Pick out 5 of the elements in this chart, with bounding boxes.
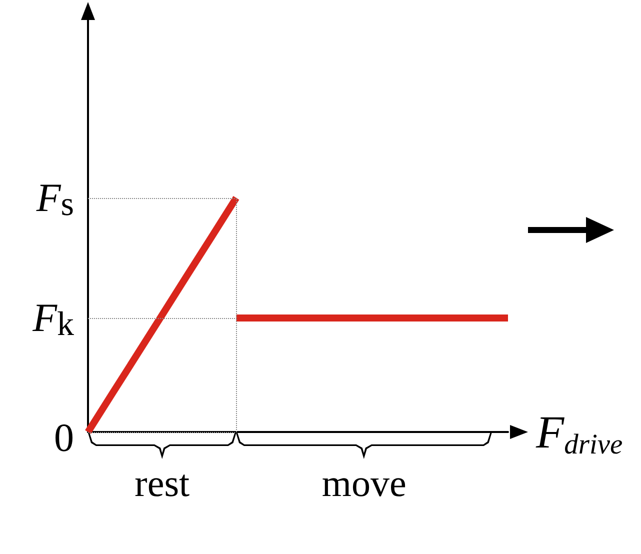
text: move [322, 463, 406, 505]
ref-line-label: F$_{s}$ [36, 174, 74, 223]
ref-line-label: F$_{k}$ [32, 294, 74, 344]
text: rest [134, 463, 190, 505]
ref-line-label: 0 [54, 414, 74, 462]
